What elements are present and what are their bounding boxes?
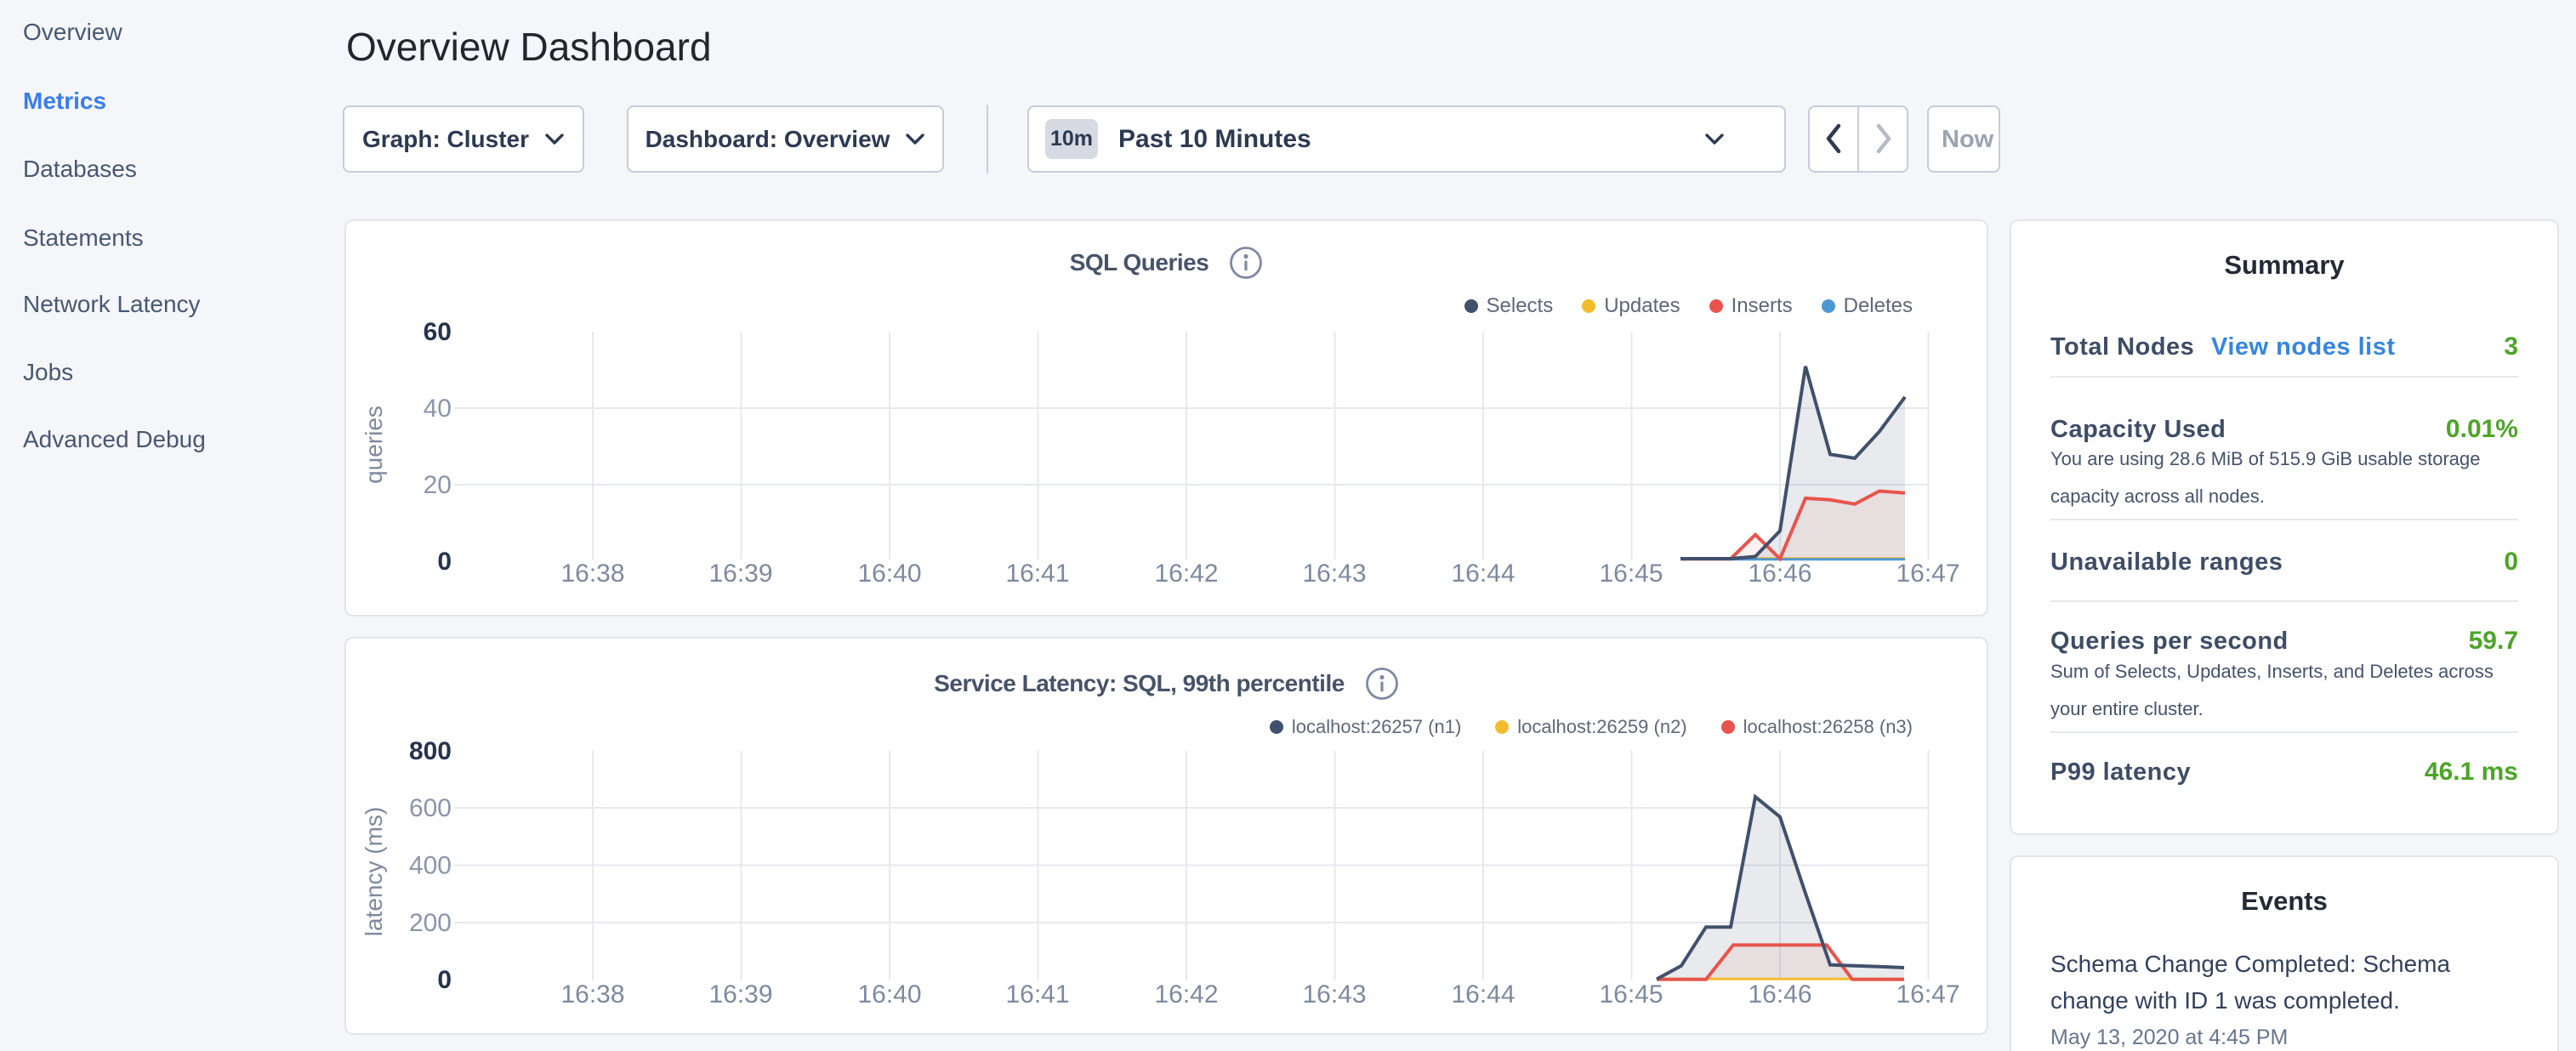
- svg-text:16:42: 16:42: [1154, 980, 1218, 1008]
- svg-text:16:38: 16:38: [560, 980, 624, 1008]
- svg-text:16:44: 16:44: [1451, 980, 1515, 1008]
- svg-text:16:46: 16:46: [1748, 560, 1811, 588]
- svg-text:16:42: 16:42: [1154, 560, 1218, 588]
- svg-text:16:39: 16:39: [708, 560, 772, 588]
- svg-text:16:43: 16:43: [1302, 980, 1366, 1008]
- svg-text:200: 200: [409, 909, 452, 937]
- svg-text:16:41: 16:41: [1005, 980, 1069, 1008]
- svg-text:16:40: 16:40: [857, 560, 921, 588]
- svg-text:16:44: 16:44: [1451, 560, 1515, 588]
- svg-text:16:38: 16:38: [560, 560, 624, 588]
- svg-text:400: 400: [409, 852, 452, 880]
- svg-text:16:45: 16:45: [1599, 980, 1663, 1008]
- svg-text:16:40: 16:40: [857, 980, 921, 1008]
- svg-text:latency (ms): latency (ms): [361, 807, 387, 936]
- svg-text:60: 60: [424, 318, 452, 346]
- svg-text:16:46: 16:46: [1748, 980, 1811, 1008]
- svg-text:16:47: 16:47: [1896, 560, 1959, 588]
- svg-text:16:41: 16:41: [1005, 560, 1069, 588]
- svg-text:0: 0: [437, 966, 452, 994]
- svg-text:20: 20: [424, 471, 452, 499]
- svg-text:0: 0: [437, 548, 452, 576]
- svg-text:16:43: 16:43: [1302, 560, 1366, 588]
- svg-text:40: 40: [424, 395, 452, 423]
- svg-text:600: 600: [409, 794, 452, 822]
- svg-text:16:39: 16:39: [708, 980, 772, 1008]
- svg-text:16:47: 16:47: [1896, 980, 1959, 1008]
- svg-text:queries: queries: [361, 406, 387, 484]
- svg-text:16:45: 16:45: [1599, 560, 1663, 588]
- svg-text:800: 800: [409, 737, 452, 765]
